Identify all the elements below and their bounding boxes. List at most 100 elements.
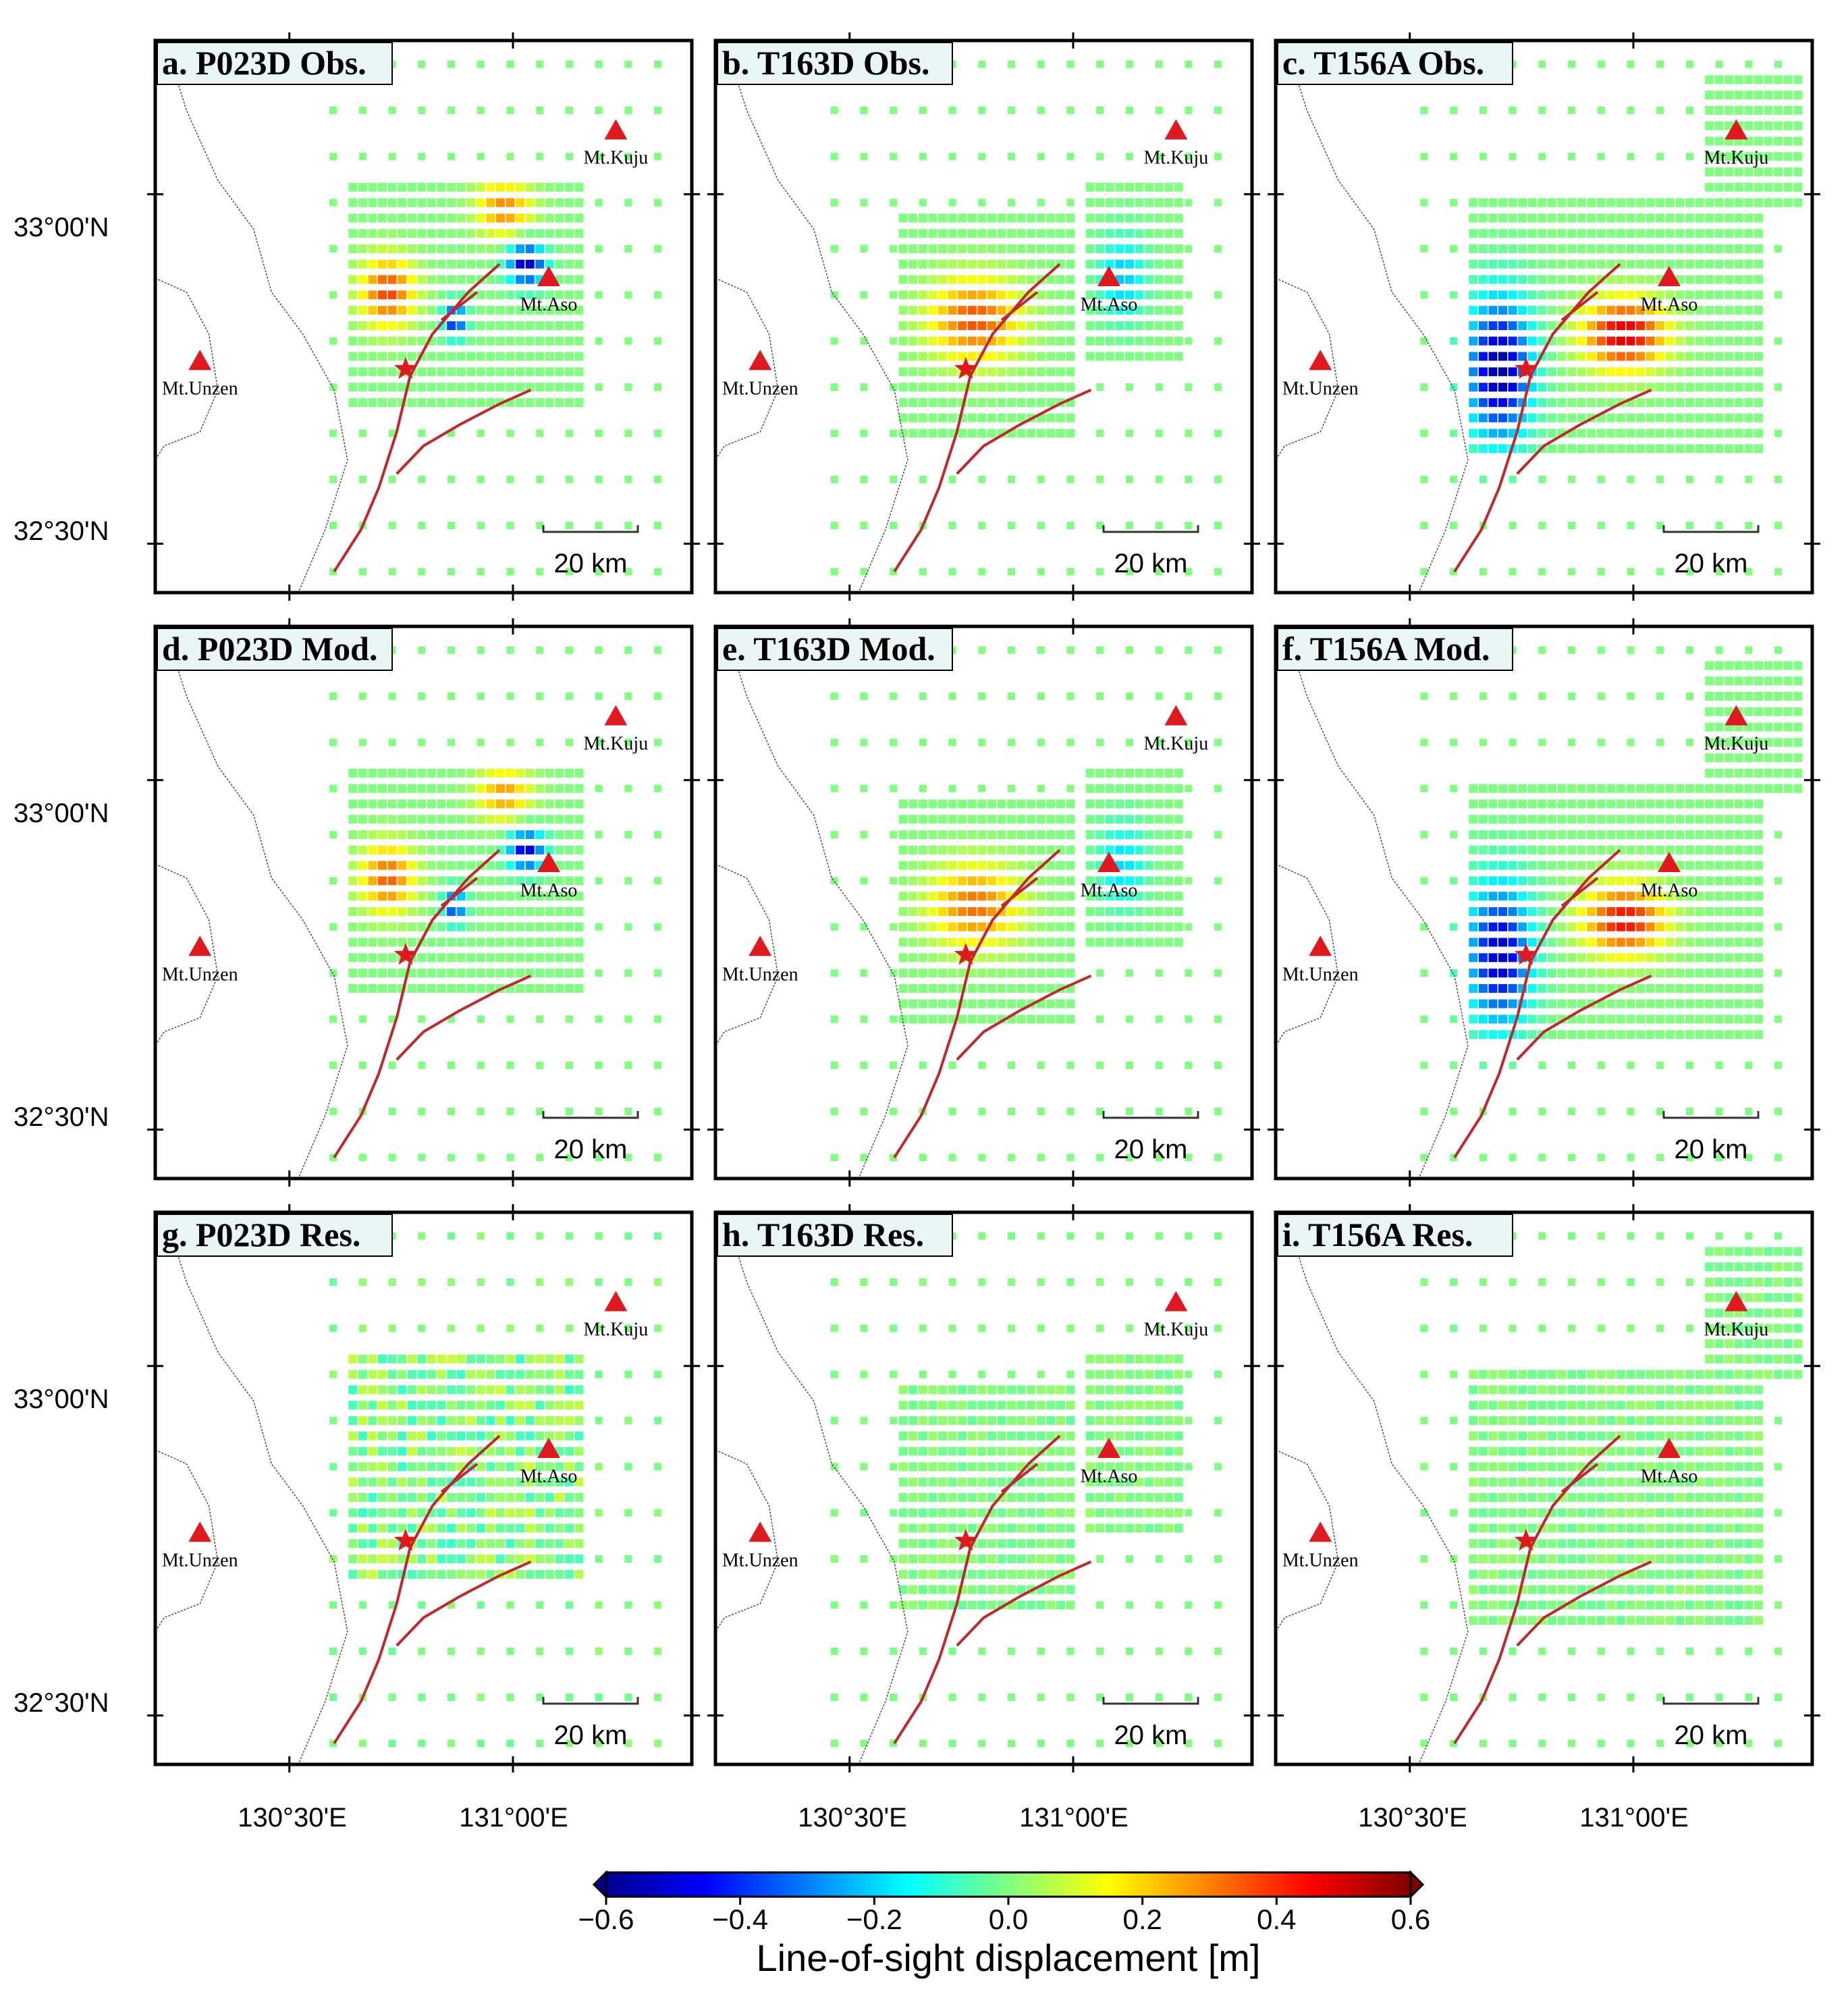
data-cell: [565, 1462, 574, 1471]
data-cell: [1016, 383, 1026, 392]
data-cell: [967, 1523, 977, 1533]
data-cell: [1066, 1585, 1075, 1594]
data-cell: [1685, 1014, 1694, 1024]
data-cell: [908, 815, 918, 824]
data-cell: [477, 738, 485, 747]
data-cell: [948, 815, 957, 824]
data-cell: [1665, 969, 1675, 978]
data-cell: [1036, 922, 1045, 931]
data-cell: [595, 337, 603, 345]
data-cell: [1567, 198, 1577, 207]
data-cell: [1685, 845, 1694, 855]
data-cell: [1036, 1554, 1045, 1564]
volcano-label-mt-unzen: Mt.Unzen: [722, 964, 798, 985]
data-cell: [1627, 1232, 1635, 1240]
data-cell: [466, 938, 476, 947]
data-cell: [1185, 198, 1193, 207]
data-cell: [525, 799, 535, 809]
data-cell: [1665, 1030, 1675, 1039]
data-cell: [1498, 876, 1507, 886]
data-cell: [967, 244, 977, 254]
coastline-shimabara: [155, 277, 219, 460]
data-cell: [1145, 845, 1154, 855]
data-cell: [1568, 522, 1576, 530]
data-cell: [1616, 213, 1625, 223]
data-cell: [1154, 892, 1164, 901]
data-cell: [1096, 1601, 1104, 1609]
data-cell: [898, 953, 908, 963]
data-cell: [555, 198, 564, 207]
data-cell: [398, 1431, 407, 1440]
data-cell: [1714, 398, 1724, 407]
data-cell: [908, 1401, 918, 1410]
data-cell: [1695, 306, 1704, 315]
data-cell: [1066, 693, 1075, 700]
data-cell: [1587, 367, 1596, 377]
data-cell: [1095, 1401, 1105, 1410]
data-cell: [1095, 336, 1105, 346]
data-cell: [427, 953, 436, 963]
data-cell: [1037, 475, 1045, 483]
data-cell: [398, 1385, 407, 1395]
data-cell: [447, 1601, 456, 1609]
data-cell: [1656, 107, 1664, 114]
data-cell: [1027, 398, 1036, 407]
data-cell: [1538, 1478, 1547, 1487]
data-cell: [1567, 367, 1577, 377]
data-cell: [1007, 275, 1016, 284]
data-cell: [1527, 244, 1537, 254]
data-cell: [1450, 1601, 1458, 1609]
data-cell: [1724, 198, 1734, 207]
data-cell: [407, 1523, 416, 1533]
data-cell: [948, 107, 956, 114]
data-cell: [1469, 1585, 1478, 1594]
data-cell: [1675, 198, 1685, 207]
data-cell: [1125, 1462, 1134, 1471]
data-cell: [418, 1232, 426, 1240]
data-cell: [1656, 413, 1665, 423]
data-cell: [1577, 1385, 1586, 1395]
data-cell: [1714, 815, 1724, 824]
data-cell: [1734, 815, 1743, 824]
data-cell: [898, 413, 908, 423]
data-cell: [1508, 1446, 1517, 1456]
data-cell: [898, 815, 908, 824]
data-cell: [948, 275, 957, 284]
data-cell: [1636, 1401, 1646, 1410]
panel-title: a. P023D Obs.: [157, 42, 393, 85]
data-cell: [1577, 1014, 1586, 1024]
data-cell: [1754, 352, 1763, 361]
data-cell: [978, 1232, 986, 1240]
data-cell: [1174, 1523, 1183, 1533]
data-cell: [525, 1462, 535, 1471]
data-cell: [1656, 1014, 1665, 1024]
data-cell: [1596, 352, 1606, 361]
data-cell: [417, 983, 427, 993]
data-cell: [1695, 799, 1704, 809]
data-cell: [860, 831, 868, 839]
data-cell: [977, 336, 987, 346]
data-cell: [1478, 229, 1488, 238]
data-cell: [1616, 969, 1625, 978]
data-cell: [908, 413, 918, 423]
data-cell: [506, 1478, 515, 1487]
data-cell: [1135, 1401, 1144, 1410]
data-cell: [1568, 1694, 1576, 1702]
data-cell: [506, 153, 514, 161]
data-cell: [565, 861, 574, 870]
data-cell: [1656, 953, 1665, 963]
data-cell: [908, 938, 918, 947]
data-cell: [967, 306, 977, 315]
data-cell: [997, 1478, 1006, 1487]
data-cell: [654, 245, 662, 253]
data-cell: [1508, 1585, 1517, 1594]
data-cell: [1734, 367, 1743, 377]
data-cell: [388, 1108, 396, 1116]
data-cell: [1420, 291, 1428, 299]
data-cell: [1656, 153, 1664, 161]
scale-bar: [542, 1697, 639, 1705]
data-cell: [908, 1462, 918, 1471]
data-cell: [1793, 738, 1803, 747]
data-cell: [1085, 876, 1095, 886]
data-cell: [348, 1354, 358, 1363]
